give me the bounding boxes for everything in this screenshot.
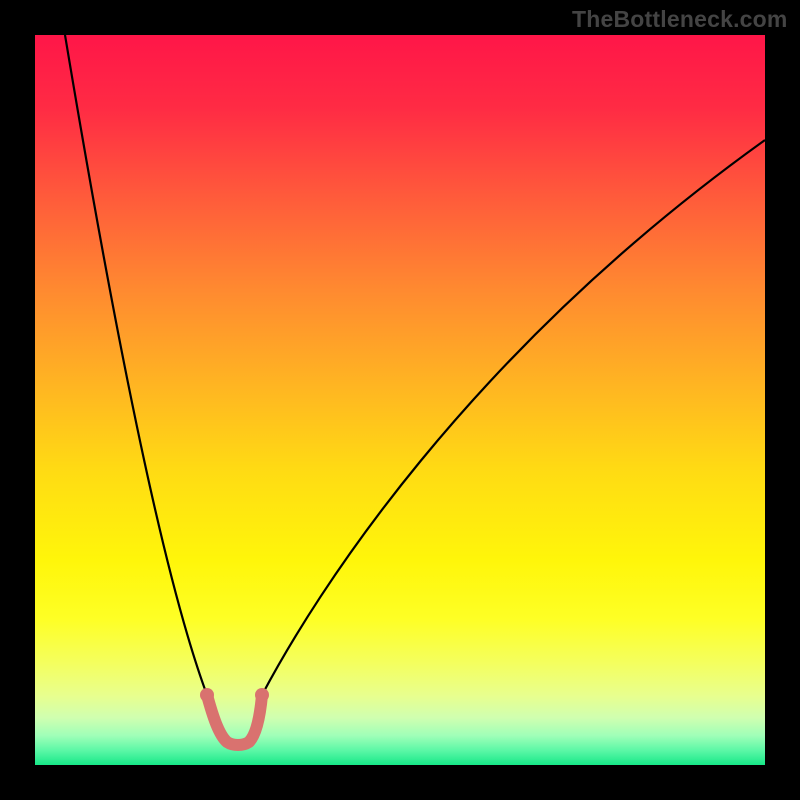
marker-dot-left [200,688,214,702]
marker-dot-right [255,688,269,702]
plot-svg [35,35,765,765]
plot-area [35,35,765,765]
gradient-background [35,35,765,765]
watermark-text: TheBottleneck.com [572,6,788,33]
